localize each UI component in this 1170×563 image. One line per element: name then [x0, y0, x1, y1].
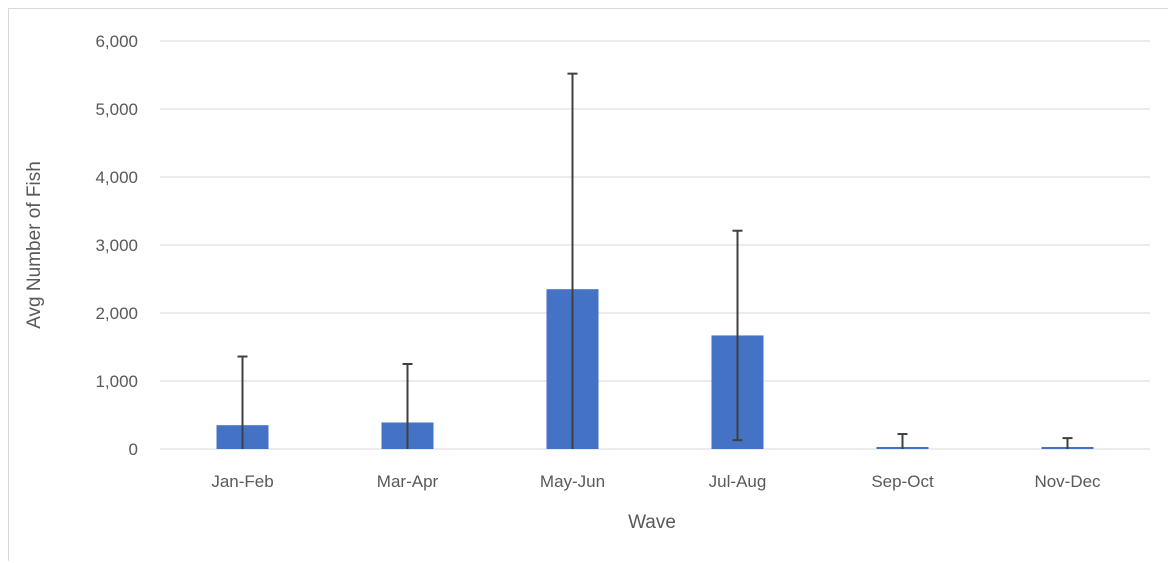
y-tick-label: 3,000	[95, 236, 138, 255]
y-tick-label: 2,000	[95, 304, 138, 323]
x-axis-ticks: Jan-Feb Mar-Apr May-Jun Jul-Aug Sep-Oct Nov-D…	[211, 472, 1101, 491]
error-bars	[237, 72, 1073, 449]
y-tick-label: 5,000	[95, 100, 138, 119]
x-tick-label: May-Jun	[540, 472, 605, 491]
y-tick-label: 1,000	[95, 372, 138, 391]
y-tick-label: 0	[129, 440, 138, 459]
x-tick-label: Nov-Dec	[1034, 472, 1101, 491]
x-tick-label: Sep-Oct	[871, 472, 934, 491]
x-tick-label: Jul-Aug	[709, 472, 767, 491]
y-axis-ticks: 0 1,000 2,000 3,000 4,000 5,000 6,000	[95, 32, 138, 459]
x-axis-title: Wave	[628, 512, 676, 533]
chart-frame	[8, 8, 1168, 561]
gridlines	[160, 40, 1150, 450]
y-tick-label: 6,000	[95, 32, 138, 51]
y-axis-title: Avg Number of Fish	[24, 161, 45, 329]
y-tick-label: 4,000	[95, 168, 138, 187]
x-tick-label: Mar-Apr	[377, 472, 439, 491]
x-tick-label: Jan-Feb	[211, 472, 273, 491]
